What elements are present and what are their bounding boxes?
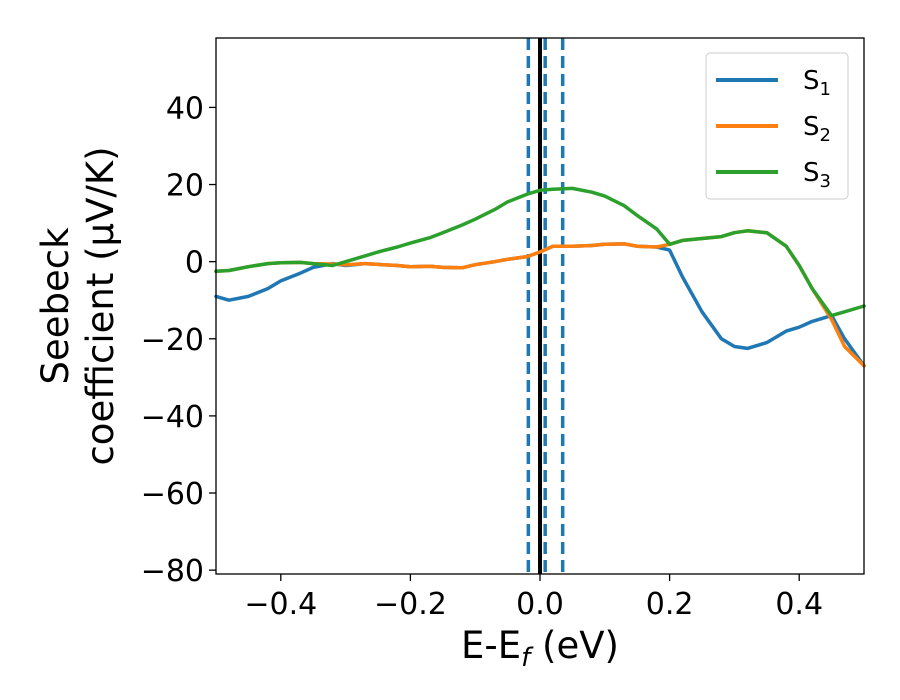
x-tick-label: 0.2 (646, 587, 694, 622)
y-axis-label-line2: coefficient (μV/K) (79, 146, 122, 465)
x-tick-label: −0.4 (244, 587, 317, 622)
series-line-S3 (214, 186, 866, 318)
legend-label-S3: S3 (803, 158, 831, 192)
y-tick-label: −60 (141, 477, 204, 512)
y-tick-label: −20 (141, 323, 204, 358)
series-lines (214, 186, 866, 368)
vertical-lines (526, 38, 565, 574)
legend-label-S2: S2 (803, 112, 831, 146)
x-tick-label: 0.4 (775, 587, 823, 622)
legend-label-S1: S1 (803, 66, 831, 100)
x-tick-label: 0.0 (516, 587, 564, 622)
y-tick-label: 40 (166, 91, 204, 126)
x-axis-label: E-Ef (eV) (461, 624, 619, 673)
y-tick-label: −80 (141, 554, 204, 589)
y-axis-label: Seebeck coefficient (μV/K) (34, 146, 122, 465)
y-axis-label-line1: Seebeck (34, 227, 77, 385)
y-tick-label: −40 (141, 400, 204, 435)
x-tick-label: −0.2 (374, 587, 447, 622)
y-tick-label: 20 (166, 169, 204, 204)
y-axis-ticks: −80 −60 −40 −20 0 20 40 (141, 91, 216, 589)
x-axis-ticks: −0.4 −0.2 0.0 0.2 0.4 (244, 574, 823, 622)
legend: S1 S2 S3 (705, 52, 849, 200)
x-axis-label-unit: (eV) (530, 624, 619, 667)
y-tick-label: 0 (185, 246, 204, 281)
